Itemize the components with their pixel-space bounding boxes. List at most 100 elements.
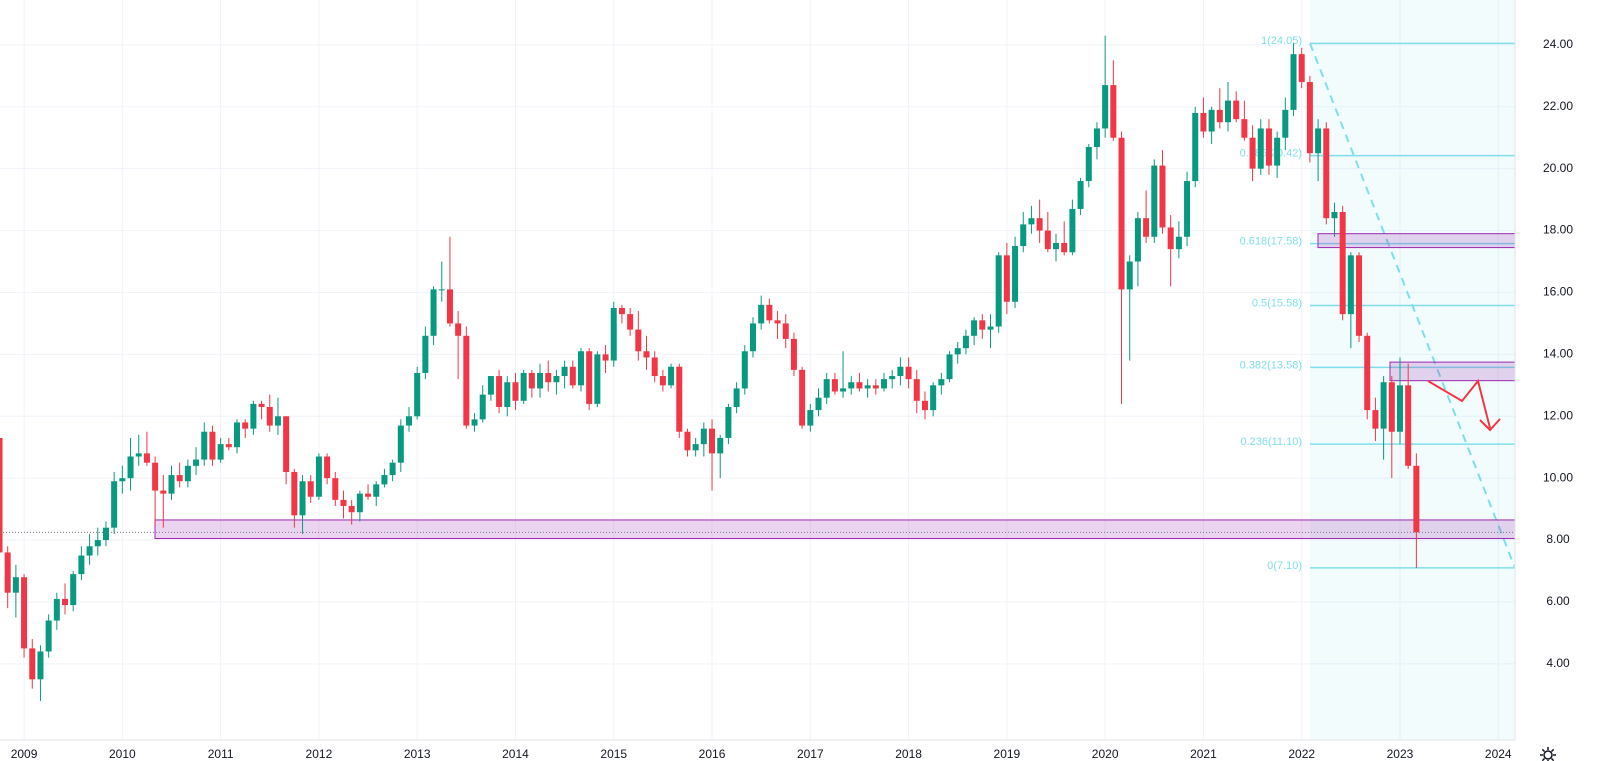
candle-body bbox=[1225, 100, 1231, 123]
candle-body bbox=[1126, 261, 1133, 290]
candle-body bbox=[749, 323, 756, 352]
candle-body bbox=[266, 406, 273, 426]
candle-body bbox=[799, 369, 806, 426]
candle-body bbox=[193, 459, 200, 466]
candle-body bbox=[618, 307, 625, 315]
candle-body bbox=[152, 462, 159, 491]
candle-body bbox=[389, 462, 396, 476]
candle-body bbox=[29, 648, 36, 680]
candle-body bbox=[602, 354, 609, 361]
candle-body bbox=[258, 403, 265, 407]
forecast-arrow bbox=[1427, 378, 1501, 432]
candle-body bbox=[1249, 137, 1256, 169]
candle-body bbox=[856, 382, 863, 389]
candle-body bbox=[1012, 246, 1019, 302]
candle-body bbox=[1036, 218, 1043, 231]
y-tick-label: 24.00 bbox=[1543, 37, 1573, 51]
grid bbox=[0, 0, 1515, 740]
candle-body bbox=[1110, 85, 1117, 138]
candle-body bbox=[1372, 410, 1379, 429]
fib-trend-line bbox=[1309, 42, 1515, 569]
candle-body bbox=[176, 475, 183, 482]
candle-body bbox=[758, 304, 765, 324]
candle-body bbox=[78, 555, 85, 575]
candle-body bbox=[995, 255, 1002, 327]
candle-body bbox=[291, 471, 298, 516]
candle-body bbox=[324, 456, 331, 479]
candle-body bbox=[1102, 85, 1109, 129]
candle-body bbox=[684, 431, 691, 451]
candle-body bbox=[1323, 128, 1330, 219]
candle-body bbox=[184, 465, 191, 482]
candle-body bbox=[1282, 109, 1289, 138]
candle-body bbox=[864, 385, 871, 389]
candle-body bbox=[315, 456, 322, 497]
candle-body bbox=[954, 348, 961, 355]
candle-body bbox=[905, 366, 912, 380]
candle-body bbox=[135, 453, 142, 457]
candle-body bbox=[627, 314, 634, 330]
settings-icon[interactable] bbox=[1540, 747, 1556, 761]
candle-body bbox=[1364, 335, 1371, 411]
candle-body bbox=[913, 379, 920, 401]
candle-body bbox=[1405, 385, 1412, 466]
y-tick-label: 6.00 bbox=[1546, 594, 1570, 608]
candle-body bbox=[201, 431, 208, 460]
candle-body bbox=[946, 354, 953, 380]
candle-body bbox=[577, 351, 584, 386]
candle-body bbox=[1061, 242, 1068, 253]
candle-body bbox=[381, 475, 388, 485]
candle-body bbox=[225, 444, 232, 448]
candle-body bbox=[676, 366, 683, 432]
fib-label: 1(24.05) bbox=[1261, 35, 1302, 47]
candle-body bbox=[168, 475, 175, 494]
candle-body bbox=[496, 376, 503, 407]
candle-body bbox=[881, 379, 888, 389]
candle-body bbox=[397, 425, 404, 463]
x-tick-label: 2023 bbox=[1387, 747, 1414, 761]
candle-body bbox=[815, 397, 822, 411]
candle-body bbox=[790, 338, 797, 370]
candle-body bbox=[807, 410, 814, 426]
candle-body bbox=[45, 620, 52, 652]
candle-body bbox=[643, 351, 650, 358]
x-tick-label: 2009 bbox=[11, 747, 38, 761]
candle-body bbox=[586, 351, 593, 404]
candle-body bbox=[1118, 137, 1125, 290]
candle-body bbox=[160, 490, 167, 494]
candle-body bbox=[102, 527, 109, 541]
y-tick-label: 14.00 bbox=[1543, 347, 1573, 361]
y-tick-label: 18.00 bbox=[1543, 223, 1573, 237]
candle-body bbox=[438, 289, 445, 291]
x-tick-label: 2016 bbox=[699, 747, 726, 761]
candle-body bbox=[1216, 109, 1223, 123]
candle-body bbox=[659, 376, 666, 386]
candle-body bbox=[561, 366, 568, 377]
y-tick-label: 16.00 bbox=[1543, 285, 1573, 299]
candle-body bbox=[1257, 128, 1264, 169]
fib-label: 0(7.10) bbox=[1267, 560, 1302, 572]
candle-body bbox=[1388, 382, 1395, 432]
candle-body bbox=[1044, 230, 1051, 250]
fib-label: 0.382(13.58) bbox=[1240, 359, 1302, 371]
candle-body bbox=[365, 493, 372, 497]
candle-body bbox=[930, 385, 937, 411]
candle-body bbox=[651, 357, 658, 377]
x-tick-label: 2018 bbox=[895, 747, 922, 761]
candle-body bbox=[471, 419, 478, 426]
candle-body bbox=[504, 382, 511, 407]
x-tick-label: 2014 bbox=[502, 747, 529, 761]
candle-body bbox=[1069, 208, 1076, 253]
candle-body bbox=[668, 366, 675, 386]
candle-body bbox=[987, 326, 994, 330]
candle-body bbox=[979, 320, 986, 330]
candle-body bbox=[594, 354, 601, 404]
candle-body bbox=[1184, 181, 1191, 237]
candle-body bbox=[479, 394, 486, 420]
candle-body bbox=[455, 323, 462, 336]
candle-body bbox=[1396, 385, 1403, 432]
candle-body bbox=[53, 598, 60, 621]
candle-body bbox=[635, 329, 642, 352]
candle-body bbox=[889, 376, 896, 380]
